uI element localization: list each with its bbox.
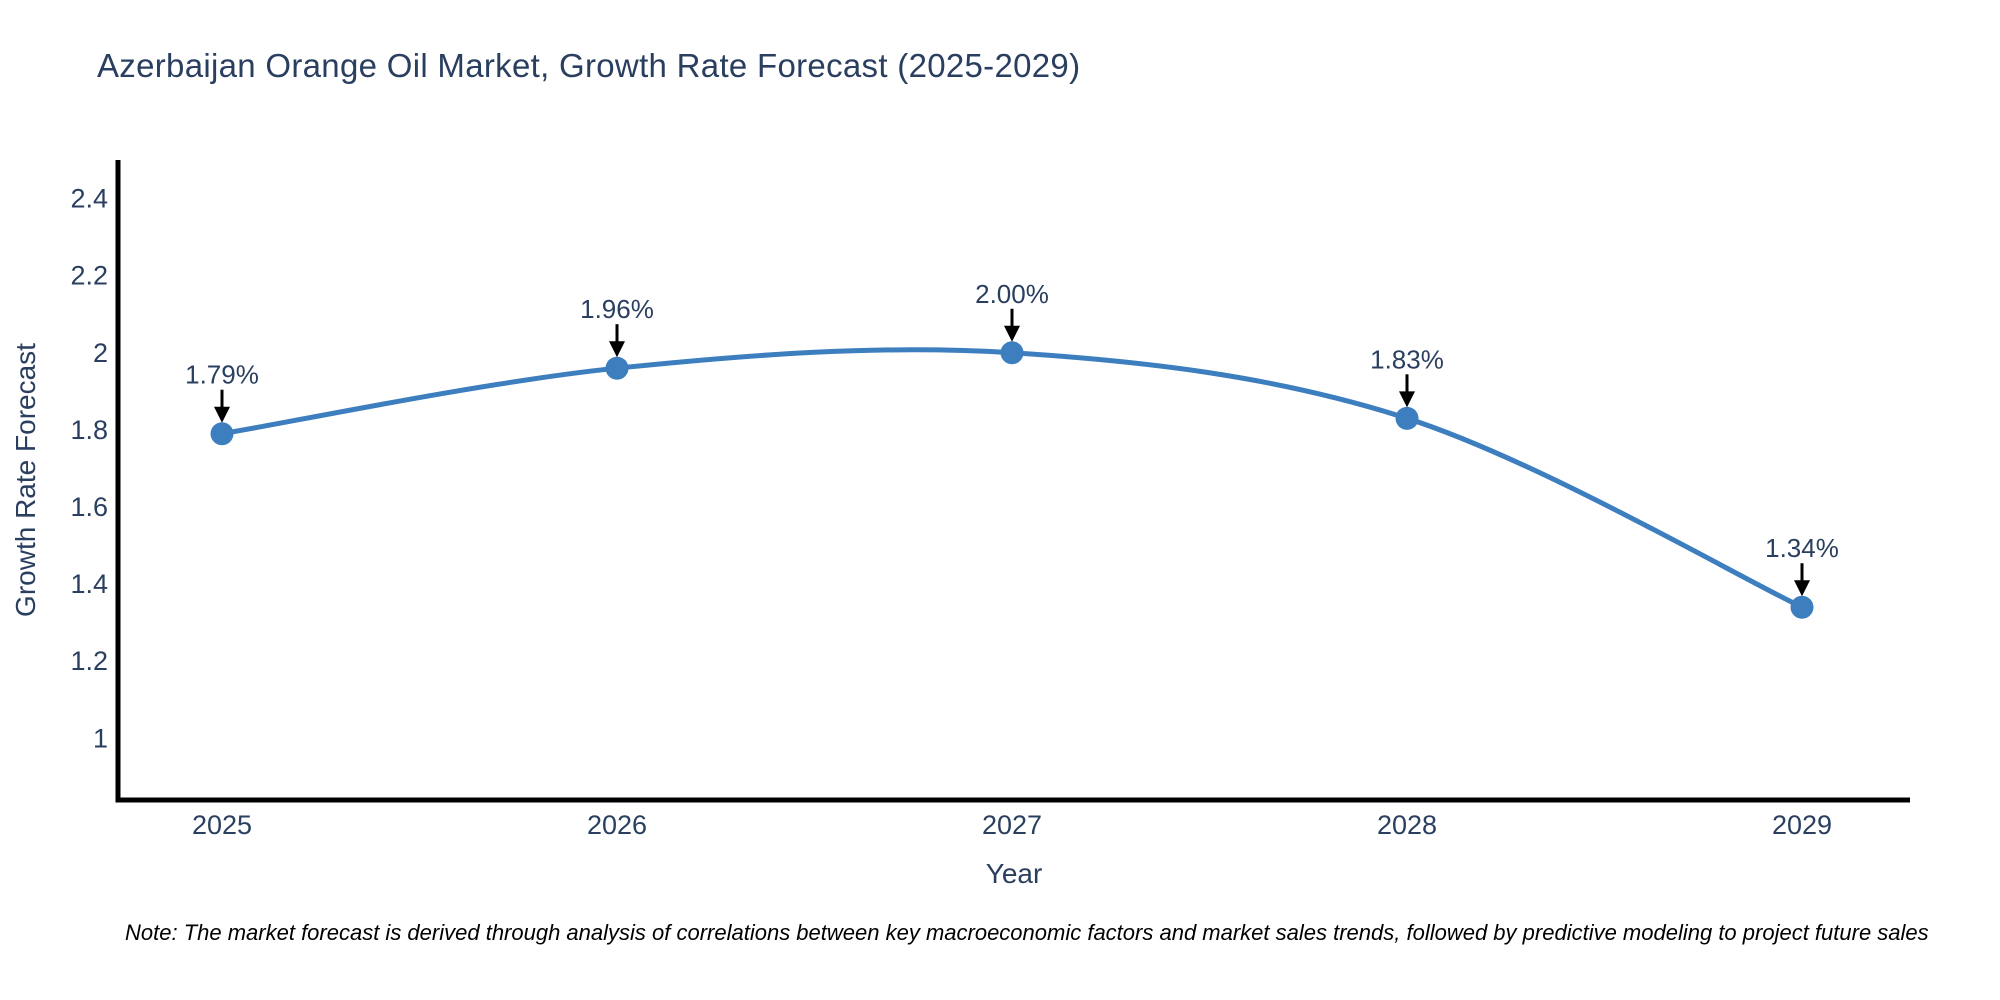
- y-tick-label: 1.6: [70, 492, 108, 522]
- point-annotation-label: 1.96%: [580, 294, 654, 324]
- annotation-arrowhead: [609, 341, 625, 358]
- point-annotation-label: 1.34%: [1765, 533, 1839, 563]
- point-annotation-label: 1.83%: [1370, 344, 1444, 374]
- annotation-arrowhead: [214, 406, 230, 423]
- axis-spines: [115, 160, 1910, 803]
- y-tick-label: 2.4: [70, 184, 108, 214]
- data-point-marker: [1395, 406, 1419, 430]
- y-tick-label: 1.8: [70, 415, 108, 445]
- x-tick-label: 2029: [1772, 810, 1832, 840]
- chart-title: Azerbaijan Orange Oil Market, Growth Rat…: [97, 47, 1081, 84]
- y-tick-label: 2: [93, 338, 108, 368]
- y-tick-label: 2.2: [70, 261, 108, 291]
- x-axis-title: Year: [985, 858, 1043, 889]
- annotation-arrowhead: [1399, 391, 1415, 408]
- y-tick-label: 1: [93, 723, 108, 753]
- y-tick-label: 1.4: [70, 569, 108, 599]
- x-tick-label: 2027: [982, 810, 1042, 840]
- data-point-marker: [605, 356, 629, 380]
- point-annotation-label: 2.00%: [975, 279, 1049, 309]
- trend-line: [219, 347, 1805, 610]
- x-tick-label: 2028: [1377, 810, 1437, 840]
- footnote: Note: The market forecast is derived thr…: [125, 920, 1929, 945]
- annotation-arrowhead: [1004, 325, 1020, 342]
- x-tick-label: 2026: [587, 810, 647, 840]
- data-point-marker: [1000, 341, 1024, 365]
- data-point-marker: [210, 422, 234, 446]
- x-tick-label: 2025: [192, 810, 252, 840]
- point-annotation-label: 1.79%: [185, 360, 259, 390]
- y-tick-label: 1.2: [70, 646, 108, 676]
- data-point-marker: [1790, 595, 1814, 619]
- annotation-arrowhead: [1794, 580, 1810, 597]
